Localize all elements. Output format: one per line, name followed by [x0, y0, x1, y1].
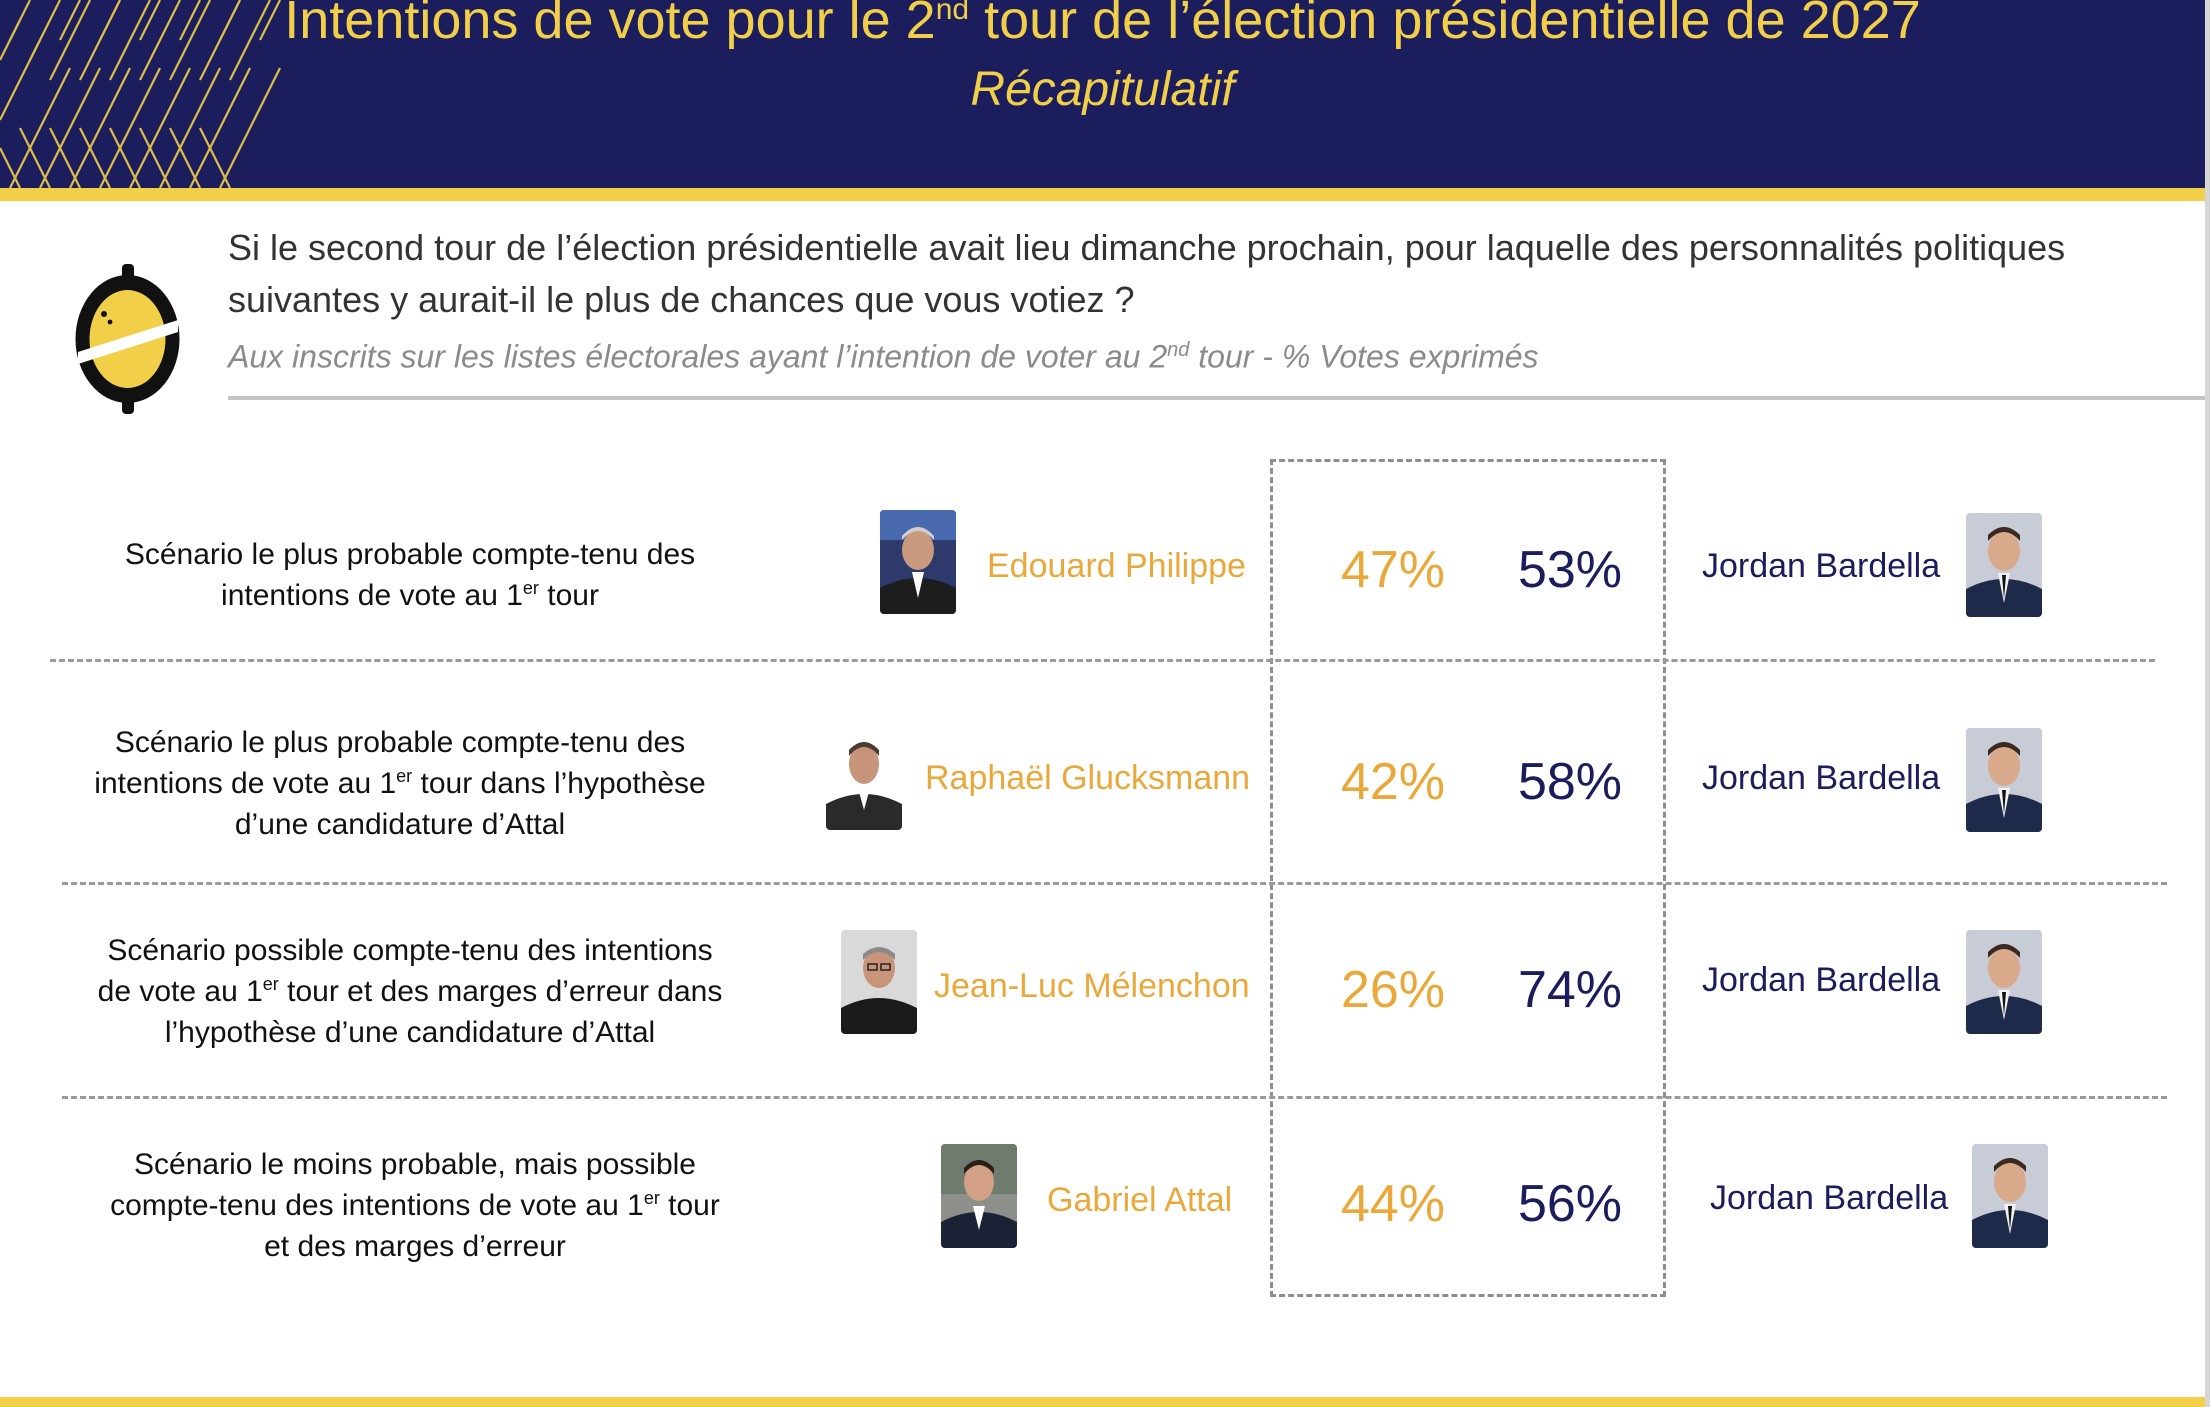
right-edge-divider: [2205, 0, 2210, 1407]
candidate-name: Jean-Luc Mélenchon: [934, 967, 1250, 1005]
candidate-name: Edouard Philippe: [987, 547, 1246, 585]
candidate-photo-philippe: [880, 510, 956, 614]
page-title: Intentions de vote pour le 2nd tour de l…: [284, 0, 1921, 50]
candidate-photo-attal: [941, 1144, 1017, 1248]
opponent-percentage: 58%: [1517, 753, 1623, 811]
candidate-name: Raphaël Glucksmann: [925, 759, 1251, 797]
header-pattern-decoration: [0, 0, 281, 188]
page-subtitle: Récapitulatif: [970, 63, 1235, 116]
opponent-photo-bardella: [1966, 930, 2042, 1034]
results-frame: [1270, 459, 1666, 1297]
footer-accent-bar: [0, 1397, 2205, 1407]
opponent-name: Jordan Bardella: [1702, 759, 1941, 797]
scenario-row-1: Scénario le plus probable compte-tenu de…: [0, 510, 2210, 690]
opponent-photo-bardella: [1966, 513, 2042, 617]
lemon-logo-icon: [75, 264, 180, 414]
scenario-description: Scénario le plus probable compte-tenu de…: [94, 726, 706, 841]
opponent-percentage: 74%: [1517, 961, 1623, 1019]
scenario-row-2: Scénario le plus probable compte-tenu de…: [0, 722, 2210, 902]
title-container: Intentions de vote pour le 2nd tour de l…: [0, 0, 2210, 80]
candidate-percentage: 44%: [1340, 1175, 1446, 1233]
row-separator: [50, 659, 2155, 662]
scenario-description: Scénario le plus probable compte-tenu de…: [124, 538, 696, 612]
opponent-percentage: 56%: [1517, 1175, 1623, 1233]
header-accent-bar: [0, 188, 2205, 201]
opponent-percentage: 53%: [1517, 541, 1623, 599]
header-banner: Intentions de vote pour le 2nd tour de l…: [0, 0, 2205, 188]
opponent-name: Jordan Bardella: [1702, 961, 1941, 999]
opponent-photo-bardella: [1972, 1144, 2048, 1248]
scenario-row-4: Scénario le moins probable, mais possibl…: [0, 1144, 2210, 1324]
opponent-name: Jordan Bardella: [1710, 1179, 1949, 1217]
scenario-row-3: Scénario possible compte-tenu des intent…: [0, 930, 2210, 1110]
candidate-name: Gabriel Attal: [1047, 1181, 1233, 1219]
opponent-photo-bardella: [1966, 728, 2042, 832]
candidate-percentage: 42%: [1340, 753, 1446, 811]
candidate-percentage: 26%: [1340, 961, 1446, 1019]
scenario-description: Scénario le moins probable, mais possibl…: [110, 1148, 720, 1263]
question-note: Aux inscrits sur les listes électorales …: [228, 338, 1539, 375]
row-separator: [62, 1096, 2167, 1099]
opponent-name: Jordan Bardella: [1702, 547, 1941, 585]
candidate-photo-melenchon: [841, 930, 917, 1034]
question-divider: [228, 396, 2205, 400]
question-text: Si le second tour de l’élection présiden…: [228, 227, 2066, 320]
scenario-description: Scénario possible compte-tenu des intent…: [97, 934, 723, 1049]
candidate-percentage: 47%: [1340, 541, 1446, 599]
candidate-photo-glucksmann: [826, 726, 902, 830]
row-separator: [62, 882, 2167, 885]
